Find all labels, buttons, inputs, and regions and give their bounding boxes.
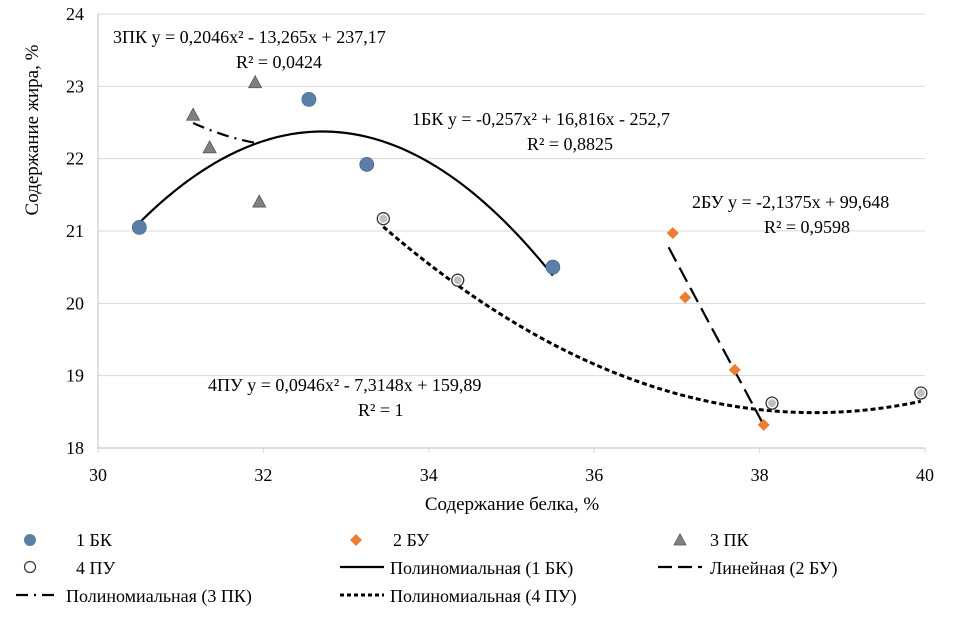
y-tick-label: 19 [66,366,84,386]
data-points [131,74,928,431]
y-tick-label: 23 [66,76,84,96]
x-tick-label: 36 [585,465,603,485]
data-point [301,91,317,107]
data-point-fill [379,214,388,223]
r2-4pu: R² = 1 [358,400,404,420]
data-point [202,139,217,154]
x-tick-label: 32 [254,465,272,485]
legend-item-poly-3pk: Полиномиальная (3 ПК) [16,586,252,607]
data-point [252,194,267,208]
legend-label: 3 ПК [710,530,749,550]
equation-4pu: 4ПУ y = 0,0946x² - 7,3148x + 159,89 [208,375,481,395]
circle-marker-icon [24,534,36,546]
y-tick-label: 24 [66,4,84,24]
data-point [247,74,263,89]
annotation-1bk: 1БК y = -0,257x² + 16,816x - 252,7 R² = … [412,109,670,154]
legend-item-4pu: 4 ПУ [23,558,115,578]
x-tick-label: 38 [751,465,769,485]
equation-3pk: 3ПК y = 0,2046x² - 13,265x + 237,17 [113,27,386,47]
data-point [757,418,770,431]
x-tick-label: 40 [916,465,934,485]
legend-label: 2 БУ [393,530,429,550]
data-point [728,363,741,376]
r2-3pk: R² = 0,0424 [236,52,322,72]
triangle-marker-icon [673,533,687,546]
y-tick-label: 22 [66,149,84,169]
x-tick-label: 34 [420,465,438,485]
data-point [131,219,147,235]
legend-label: Линейная (2 БУ) [710,558,837,579]
y-tick-label: 21 [66,221,84,241]
trendline [382,225,922,415]
legend-item-2bu: 2 БУ [350,530,429,550]
r2-1bk: R² = 0,8825 [527,134,613,154]
data-point-fill [453,276,462,285]
equation-1bk: 1БК y = -0,257x² + 16,816x - 252,7 [412,109,670,129]
grid [98,13,925,449]
data-point [666,227,679,240]
data-point [679,291,692,304]
annotation-2bu: 2БУ y = -2,1375x + 99,648 R² = 0,9598 [692,192,889,237]
legend-label: Полиномиальная (1 БК) [390,558,573,579]
legend-item-poly-4pu: Полиномиальная (4 ПУ) [340,586,577,607]
y-axis-title: Содержание жира, % [22,44,43,215]
legend: 1 БК 2 БУ 3 ПК 4 ПУ Полиномиальная (1 БК… [16,530,837,607]
hollow-circle-marker-icon [23,560,37,574]
annotation-3pk: 3ПК y = 0,2046x² - 13,265x + 237,17 R² =… [113,27,386,72]
legend-item-linear-2bu: Линейная (2 БУ) [658,558,837,579]
x-tick-label: 30 [89,465,107,485]
trendlines [138,121,922,426]
data-point-fill [768,399,777,408]
legend-label: 1 БК [76,530,113,550]
diamond-marker-icon [350,534,362,546]
trendline [667,246,765,426]
tick-labels: 18 19 20 21 22 23 24 30 32 34 36 38 40 [66,4,934,485]
legend-label: 4 ПУ [76,558,115,578]
axes [97,14,926,453]
r2-2bu: R² = 0,9598 [764,217,850,237]
equation-2bu: 2БУ y = -2,1375x + 99,648 [692,192,889,212]
trendline [138,130,554,277]
y-tick-label: 20 [66,293,84,313]
y-tick-label: 18 [66,438,84,458]
legend-label: Полиномиальная (4 ПУ) [390,586,577,607]
data-point [545,259,561,275]
legend-item-3pk: 3 ПК [673,530,749,550]
annotation-4pu: 4ПУ y = 0,0946x² - 7,3148x + 159,89 R² =… [208,375,481,420]
legend-item-1bk: 1 БК [24,530,113,550]
data-point-fill [916,389,925,398]
x-axis-title: Содержание белка, % [425,494,600,515]
trendline [192,121,260,145]
data-point [185,107,201,121]
legend-label: Полиномиальная (3 ПК) [66,586,252,607]
data-point [359,157,375,172]
legend-item-poly-1bk: Полиномиальная (1 БК) [340,558,573,579]
